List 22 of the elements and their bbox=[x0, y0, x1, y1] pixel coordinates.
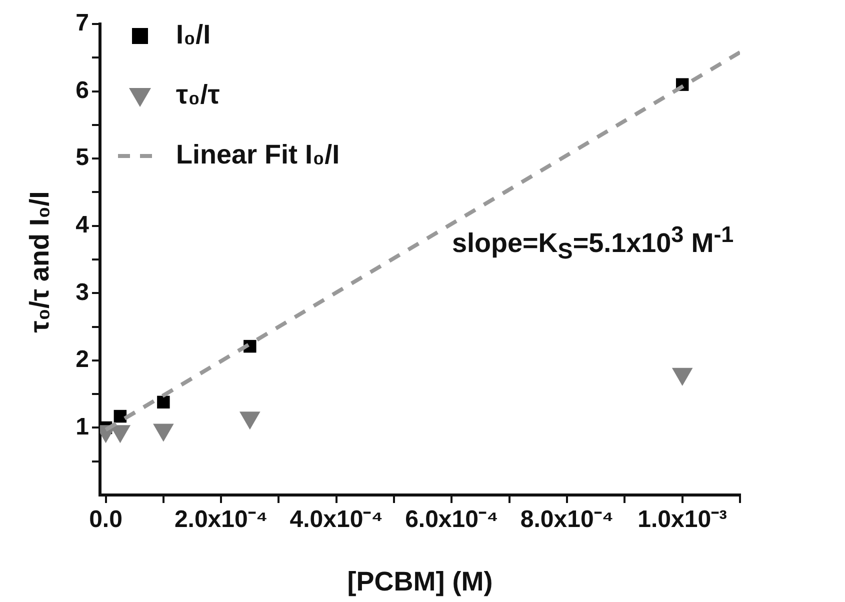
point bbox=[672, 368, 693, 386]
y-tick-label: 3 bbox=[76, 278, 89, 306]
y-tick-label: 2 bbox=[76, 346, 89, 374]
y-tick-label: 6 bbox=[76, 76, 89, 104]
legend-label: τ₀/τ bbox=[176, 79, 220, 110]
y-tick-label: 4 bbox=[76, 211, 90, 238]
x-tick-label: 4.0x10⁻⁴ bbox=[290, 506, 384, 534]
point bbox=[153, 424, 174, 442]
annotation: slope=K$_{S}$=5.1x10$^{3}$ M$^{-1}$ bbox=[452, 222, 734, 264]
y-tick-label: 7 bbox=[76, 10, 89, 37]
y-axis-title: τ₀/τ and I₀/I bbox=[24, 191, 56, 333]
x-tick-label: 2.0x10⁻⁴ bbox=[174, 506, 268, 534]
x-tick-label: 6.0x10⁻⁴ bbox=[405, 506, 498, 534]
point bbox=[240, 412, 260, 430]
x-tick-label: 1.0x10⁻³ bbox=[638, 506, 728, 534]
y-tick-label: 5 bbox=[76, 144, 89, 172]
x-tick-label: 0.0 bbox=[89, 506, 122, 534]
x-axis-title: [PCBM] (M) bbox=[347, 566, 493, 598]
y-tick-label: 1 bbox=[76, 413, 89, 440]
legend-label: I₀/I bbox=[176, 19, 211, 50]
x-tick-label: 8.0x10⁻⁴ bbox=[520, 506, 614, 534]
legend-label: Linear Fit I₀/I bbox=[176, 139, 340, 170]
